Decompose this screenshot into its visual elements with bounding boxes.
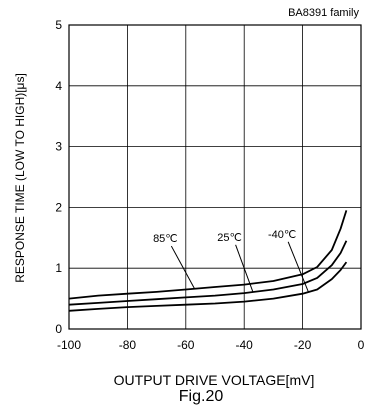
corner-label: BA8391 family	[288, 7, 359, 19]
figure-caption: Fig.20	[179, 388, 224, 405]
y-tick-label: 5	[55, 18, 62, 32]
y-tick-label: 3	[55, 140, 62, 154]
y-tick-label: 0	[55, 322, 62, 336]
x-axis-label: OUTPUT DRIVE VOLTAGE[mV]	[114, 372, 315, 388]
y-tick-label: 1	[55, 261, 62, 275]
x-tick-label: 0	[358, 338, 365, 352]
plot-frame	[68, 24, 362, 330]
annotation-leader-25c	[235, 244, 254, 293]
series-line-85c	[68, 210, 348, 300]
y-axis-label: RESPONSE TIME (LOW TO HIGH)[μs]	[13, 73, 27, 283]
y-tick-labels: 0 1 2 3 4 5	[55, 18, 62, 336]
y-tick-label: 4	[55, 79, 62, 93]
annotation-label-85c: 85℃	[153, 233, 178, 245]
annotation-leader-40c	[287, 241, 309, 293]
series-line-25c	[68, 240, 348, 306]
annotation-label-25c: 25℃	[217, 232, 242, 244]
x-tick-label: -20	[294, 338, 312, 352]
series-line-40c	[68, 261, 348, 312]
y-tick-label: 2	[55, 200, 62, 214]
x-tick-label: -40	[236, 338, 254, 352]
annotation-leader-85c	[170, 245, 195, 289]
series-lines	[68, 210, 348, 312]
grid	[69, 25, 361, 329]
x-tick-labels: -100 -80 -60 -40 -20 0	[57, 338, 365, 352]
x-tick-label: -60	[177, 338, 195, 352]
annotation-label-40c: -40℃	[268, 229, 296, 241]
x-tick-label: -100	[57, 338, 81, 352]
x-tick-label: -80	[119, 338, 137, 352]
curve-annotations: 85℃ 25℃ -40℃	[153, 229, 309, 293]
